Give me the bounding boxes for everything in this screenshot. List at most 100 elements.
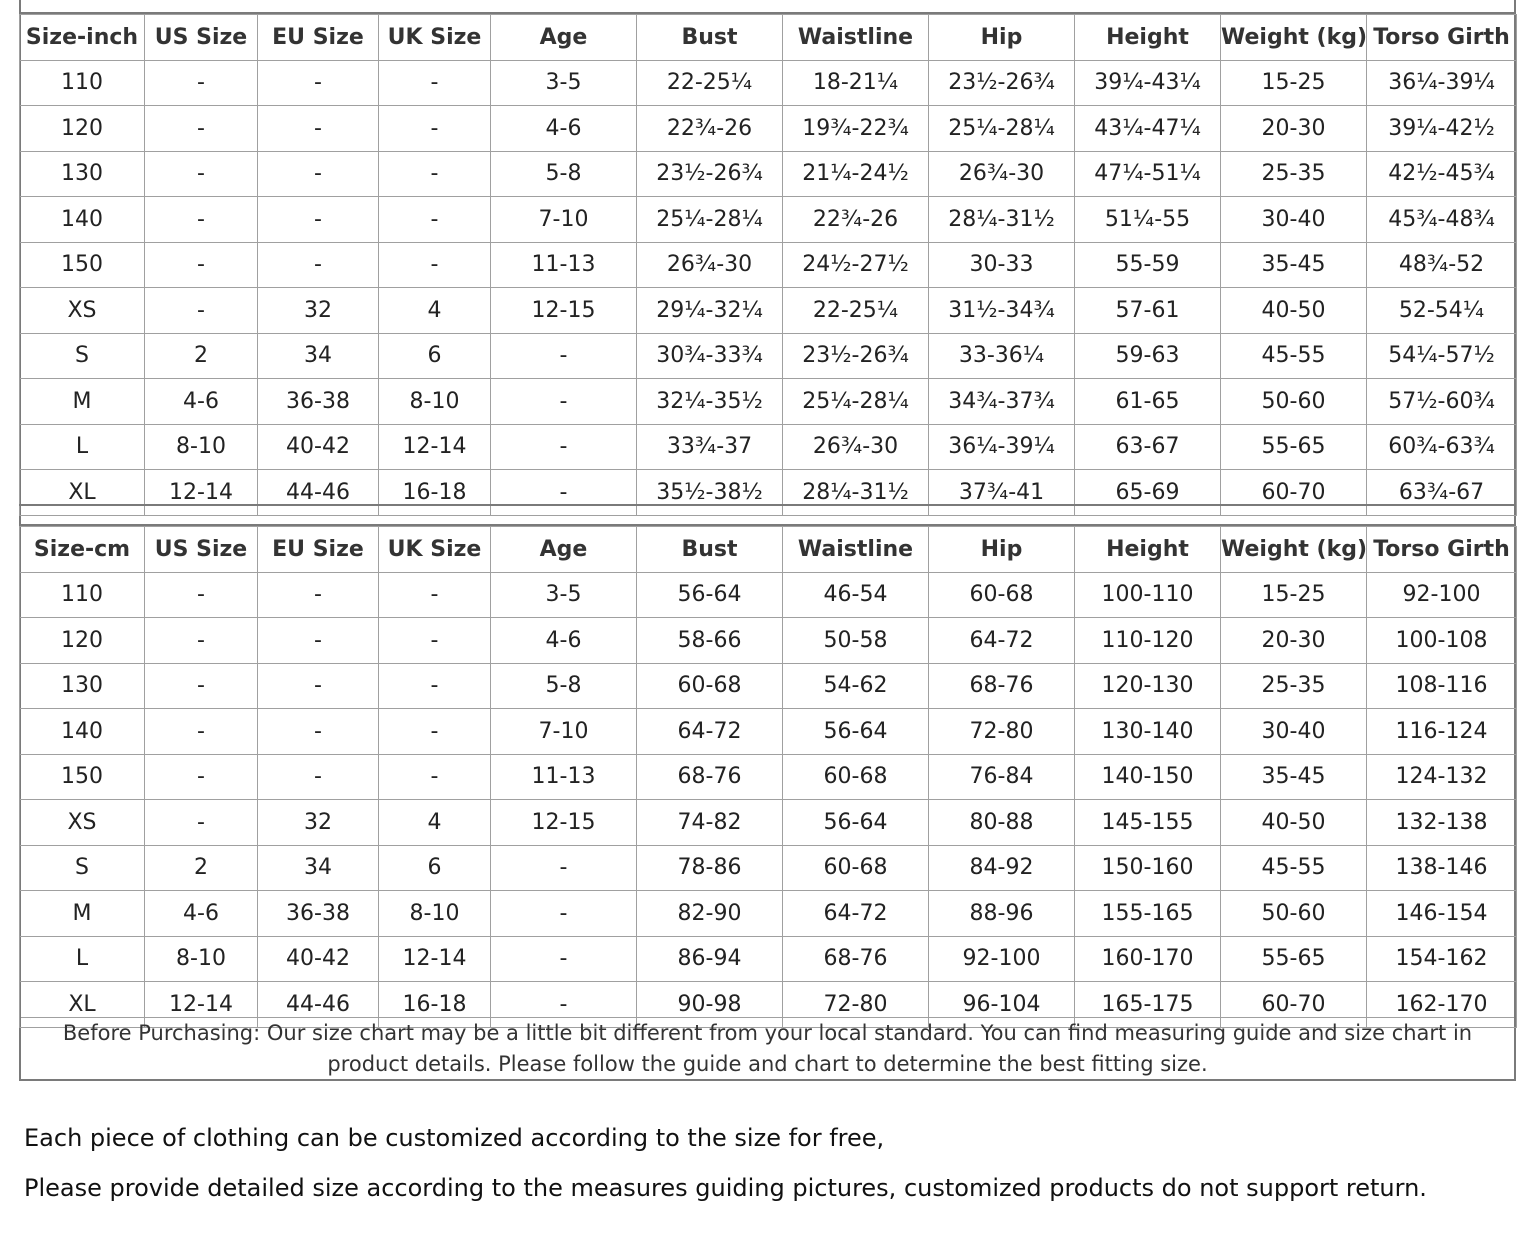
table-cell: 150-160 bbox=[1074, 844, 1221, 891]
table-cell: 130 bbox=[19, 150, 145, 197]
table-row: S 2 34 6-30¾-33¾ 23½-26¾ 33-36¼ 59-63 45-55 54¼-… bbox=[19, 332, 1517, 379]
table-cell: M bbox=[19, 378, 145, 425]
table-cell: 30-40 bbox=[1220, 196, 1367, 243]
table-cell: - bbox=[144, 196, 258, 243]
table-cell: 65-69 bbox=[1074, 469, 1221, 516]
table-cell: 76-84 bbox=[928, 753, 1075, 800]
column-header: Torso Girth bbox=[1366, 526, 1517, 573]
column-header: Size-inch bbox=[19, 14, 145, 61]
column-header: Waistline bbox=[782, 526, 929, 573]
table-cell: 60-68 bbox=[782, 753, 929, 800]
table-cell: 43¼-47¼ bbox=[1074, 105, 1221, 152]
table-cell: 8-10 bbox=[144, 423, 258, 470]
table-cell: XL bbox=[19, 469, 145, 516]
table-row: 130- - -5-8 23½-26¾ 21¼-24½ 26¾-30 47¼-51¼ 25-3… bbox=[19, 150, 1517, 197]
table-row: 150- - -11-13 68-76 60-68 76-84 140-150 35-45 12… bbox=[19, 753, 1517, 800]
table-cell: 23½-26¾ bbox=[928, 59, 1075, 106]
table-cell: 26¾-30 bbox=[782, 423, 929, 470]
table-cell: 100-108 bbox=[1366, 617, 1517, 664]
table-cell: 40-50 bbox=[1220, 287, 1367, 334]
table-cell: 37¾-41 bbox=[928, 469, 1075, 516]
table-cell: 80-88 bbox=[928, 799, 1075, 846]
table-cell: 40-50 bbox=[1220, 799, 1367, 846]
table-cell: 34 bbox=[257, 844, 379, 891]
table-cell: - bbox=[257, 617, 379, 664]
table-cell: 150 bbox=[19, 241, 145, 288]
table-cell: - bbox=[378, 617, 491, 664]
table-cell: 110 bbox=[19, 59, 145, 106]
table-cell: 8-10 bbox=[144, 935, 258, 982]
table-cell: - bbox=[378, 753, 491, 800]
table-cell: 19¾-22¾ bbox=[782, 105, 929, 152]
table-cell: 51¼-55 bbox=[1074, 196, 1221, 243]
table-cell: 23½-26¾ bbox=[636, 150, 783, 197]
table-cell: 22¾-26 bbox=[782, 196, 929, 243]
table-cell: 28¼-31½ bbox=[782, 469, 929, 516]
table-row: S 2 34 6-78-86 60-68 84-92 150-160 45-55 138-146 bbox=[19, 844, 1517, 891]
table-cell: 36-38 bbox=[257, 890, 379, 937]
table-cell: 25-35 bbox=[1220, 662, 1367, 709]
table-row: XS -32 4 12-15 29¼-32¼ 22-25¼ 31½-34¾ 57-61 40-5… bbox=[19, 287, 1517, 334]
table-cell: - bbox=[144, 617, 258, 664]
table-cell: 68-76 bbox=[782, 935, 929, 982]
table-cell: - bbox=[257, 150, 379, 197]
table-cell: 59-63 bbox=[1074, 332, 1221, 379]
table-cell: 57-61 bbox=[1074, 287, 1221, 334]
table-cell: 16-18 bbox=[378, 469, 491, 516]
table-cell: 18-21¼ bbox=[782, 59, 929, 106]
table-cell: 160-170 bbox=[1074, 935, 1221, 982]
table-cell: 22¾-26 bbox=[636, 105, 783, 152]
table-cell: - bbox=[378, 59, 491, 106]
table-cell: XL bbox=[19, 981, 145, 1028]
table-cell: - bbox=[378, 571, 491, 618]
table-cell: 12-14 bbox=[144, 469, 258, 516]
table-cell: - bbox=[378, 150, 491, 197]
table-cell: - bbox=[144, 287, 258, 334]
table-cell: 45-55 bbox=[1220, 332, 1367, 379]
table-cell: 23½-26¾ bbox=[782, 332, 929, 379]
table-cell: - bbox=[144, 59, 258, 106]
notice-line-2: product details. Please follow the guide… bbox=[327, 1052, 1208, 1076]
column-header: Bust bbox=[636, 14, 783, 61]
table-cell: 8-10 bbox=[378, 890, 491, 937]
table-cell: S bbox=[19, 844, 145, 891]
table-cell: - bbox=[257, 196, 379, 243]
column-header: Height bbox=[1074, 526, 1221, 573]
table-cell: 20-30 bbox=[1220, 105, 1367, 152]
table-cell: 35½-38½ bbox=[636, 469, 783, 516]
table-cell: 40-42 bbox=[257, 423, 379, 470]
table-cell: 88-96 bbox=[928, 890, 1075, 937]
table-cell: 68-76 bbox=[636, 753, 783, 800]
column-header: EU Size bbox=[257, 14, 379, 61]
column-header: Age bbox=[490, 526, 637, 573]
table-cell: 100-110 bbox=[1074, 571, 1221, 618]
table-cell: 55-59 bbox=[1074, 241, 1221, 288]
table-cell: 108-116 bbox=[1366, 662, 1517, 709]
table-cell: 44-46 bbox=[257, 981, 379, 1028]
table-cell: - bbox=[257, 105, 379, 152]
table-cell: 92-100 bbox=[928, 935, 1075, 982]
table-cell: 45¾-48¾ bbox=[1366, 196, 1517, 243]
table-row: XL 12-14 44-46 16-18-90-98 72-80 96-104 165-17… bbox=[19, 981, 1517, 1028]
table-cell: 63¾-67 bbox=[1366, 469, 1517, 516]
table-cell: 63-67 bbox=[1074, 423, 1221, 470]
table-cell: M bbox=[19, 890, 145, 937]
table-cell: 29¼-32¼ bbox=[636, 287, 783, 334]
column-header: Bust bbox=[636, 526, 783, 573]
table-cell: 4 bbox=[378, 799, 491, 846]
table-cell: 30-33 bbox=[928, 241, 1075, 288]
table-cell: 138-146 bbox=[1366, 844, 1517, 891]
table-cell: 60-70 bbox=[1220, 469, 1367, 516]
column-header: US Size bbox=[144, 14, 258, 61]
table-cell: - bbox=[144, 241, 258, 288]
table-cell: 58-66 bbox=[636, 617, 783, 664]
table-cell: 116-124 bbox=[1366, 708, 1517, 755]
table-cell: 132-138 bbox=[1366, 799, 1517, 846]
table-cell: XS bbox=[19, 799, 145, 846]
column-header: Weight (kg) bbox=[1220, 14, 1367, 61]
column-header: EU Size bbox=[257, 526, 379, 573]
table-cell: 8-10 bbox=[378, 378, 491, 425]
table-cell: 64-72 bbox=[782, 890, 929, 937]
table-cell: 28¼-31½ bbox=[928, 196, 1075, 243]
table-divider bbox=[19, 504, 1516, 526]
